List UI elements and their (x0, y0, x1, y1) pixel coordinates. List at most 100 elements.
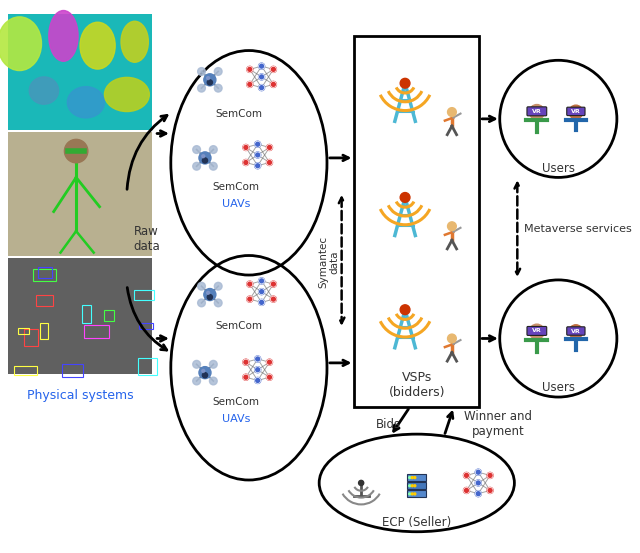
FancyBboxPatch shape (527, 326, 547, 336)
Circle shape (270, 66, 276, 72)
Circle shape (255, 141, 260, 147)
Circle shape (65, 139, 88, 163)
Circle shape (358, 481, 364, 486)
Bar (15, 367, 37, 375)
Circle shape (193, 163, 200, 170)
Circle shape (209, 163, 217, 170)
Circle shape (193, 145, 200, 153)
Text: VR: VR (571, 328, 580, 333)
Circle shape (463, 472, 470, 478)
Circle shape (259, 289, 264, 295)
Bar (407, 491, 426, 497)
Circle shape (199, 152, 211, 164)
Bar (24, 328, 38, 346)
Circle shape (202, 155, 205, 158)
Text: VSPs
(bidders): VSPs (bidders) (388, 371, 445, 399)
Bar (139, 323, 153, 329)
Circle shape (204, 289, 216, 301)
Circle shape (255, 356, 260, 362)
Circle shape (243, 144, 249, 150)
Circle shape (463, 487, 470, 493)
Text: Bids: Bids (376, 418, 401, 431)
Circle shape (202, 369, 205, 372)
Circle shape (198, 67, 205, 75)
Circle shape (247, 81, 253, 87)
Text: Metaverse services: Metaverse services (524, 224, 632, 234)
Text: VR: VR (532, 109, 541, 114)
FancyBboxPatch shape (527, 107, 547, 116)
Circle shape (400, 79, 410, 88)
Bar (38, 267, 52, 278)
Circle shape (214, 67, 222, 75)
Circle shape (476, 469, 481, 475)
Ellipse shape (29, 77, 59, 104)
Circle shape (209, 377, 217, 385)
Ellipse shape (0, 17, 42, 71)
Bar (40, 324, 48, 339)
Circle shape (569, 105, 583, 119)
FancyBboxPatch shape (567, 327, 585, 335)
Text: Raw
data: Raw data (133, 225, 160, 253)
Circle shape (529, 105, 545, 119)
Circle shape (270, 281, 276, 287)
Circle shape (247, 296, 253, 302)
Circle shape (209, 145, 217, 153)
Circle shape (487, 472, 493, 478)
Circle shape (266, 159, 273, 165)
Circle shape (207, 80, 212, 85)
Ellipse shape (49, 11, 78, 61)
Circle shape (247, 66, 253, 72)
Circle shape (414, 493, 416, 495)
Circle shape (447, 108, 456, 116)
Circle shape (529, 324, 545, 339)
Ellipse shape (67, 87, 104, 118)
Text: ECP (Seller): ECP (Seller) (382, 516, 451, 529)
Ellipse shape (121, 21, 148, 62)
Bar (84, 325, 109, 338)
Circle shape (569, 325, 583, 338)
Text: Users: Users (542, 382, 575, 394)
Circle shape (243, 374, 249, 380)
Circle shape (400, 305, 410, 315)
Text: Symantec
data: Symantec data (318, 236, 340, 289)
Bar (18, 327, 29, 334)
Circle shape (259, 299, 264, 305)
Circle shape (412, 485, 413, 487)
Bar (407, 474, 426, 481)
Text: UAVs: UAVs (222, 414, 250, 424)
Circle shape (255, 152, 260, 158)
Circle shape (255, 367, 260, 373)
Bar (62, 364, 83, 377)
Text: Physical systems: Physical systems (27, 389, 133, 402)
FancyBboxPatch shape (8, 132, 152, 257)
Circle shape (266, 374, 273, 380)
Bar (407, 482, 426, 489)
Circle shape (199, 367, 211, 379)
Bar (36, 295, 54, 306)
Circle shape (198, 299, 205, 307)
Circle shape (207, 77, 210, 80)
Circle shape (209, 361, 217, 368)
Text: VR: VR (532, 328, 541, 333)
Text: Users: Users (542, 162, 575, 175)
Circle shape (247, 281, 253, 287)
Bar (33, 269, 56, 281)
Circle shape (193, 377, 200, 385)
Circle shape (207, 295, 212, 300)
Circle shape (447, 222, 456, 231)
Circle shape (266, 359, 273, 365)
Text: SemCom: SemCom (216, 321, 262, 331)
Circle shape (476, 480, 481, 486)
Circle shape (243, 359, 249, 365)
Bar (134, 290, 154, 300)
Circle shape (255, 378, 260, 383)
Circle shape (409, 493, 411, 495)
Circle shape (487, 487, 493, 493)
Circle shape (214, 283, 222, 290)
Text: SemCom: SemCom (212, 397, 260, 407)
FancyBboxPatch shape (8, 258, 152, 374)
Text: SemCom: SemCom (212, 182, 260, 192)
Circle shape (202, 373, 207, 378)
Circle shape (259, 278, 264, 284)
Circle shape (259, 74, 264, 80)
